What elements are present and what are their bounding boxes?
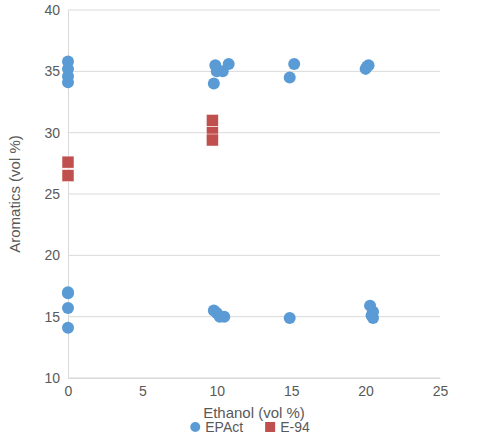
chart: 051015202510152025303540Ethanol (vol %)A…: [0, 0, 500, 437]
tick-label: 35: [44, 63, 60, 79]
tick: 30: [44, 125, 68, 141]
tick-label: 25: [433, 383, 449, 399]
tick: 25: [44, 186, 68, 202]
tick: 10: [210, 378, 226, 399]
tick: 15: [284, 378, 300, 399]
grid-line: [68, 316, 440, 317]
point: [62, 170, 74, 182]
point: [288, 58, 300, 70]
tick-label: 25: [44, 186, 60, 202]
grid-line: [68, 378, 440, 379]
point: [367, 312, 379, 324]
point: [62, 322, 74, 334]
grid-line: [68, 71, 440, 72]
tick: 0: [65, 378, 73, 399]
series: [62, 56, 379, 334]
tick-label: 10: [210, 383, 226, 399]
tick-label: 0: [65, 383, 73, 399]
y-axis-title: Aromatics (vol %): [6, 135, 23, 253]
tick-label: 30: [44, 125, 60, 141]
tick-label: 20: [358, 383, 374, 399]
tick-label: 20: [44, 247, 60, 263]
legend-marker: [190, 422, 200, 432]
tick-label: 15: [284, 383, 300, 399]
point: [62, 302, 74, 314]
grid: [68, 10, 440, 378]
tick-label: 40: [44, 2, 60, 18]
point: [206, 134, 218, 146]
point: [284, 71, 296, 83]
series: [62, 114, 218, 181]
point: [361, 60, 373, 72]
point: [206, 114, 218, 126]
tick: 10: [44, 370, 68, 386]
point: [284, 312, 296, 324]
grid-line: [68, 10, 440, 11]
legend-item: EPAct: [190, 419, 243, 435]
point: [62, 156, 74, 168]
grid-line: [68, 132, 440, 133]
tick: 25: [433, 378, 449, 399]
legend: EPAct E-94: [190, 419, 310, 435]
points: [62, 56, 379, 334]
point: [62, 76, 74, 88]
axis-line: [69, 378, 441, 379]
tick-label: 15: [44, 309, 60, 325]
legend-item: E-94: [265, 419, 310, 435]
plot: 0 5 10 15 20 25 10 15 20 25 30 35 40: [44, 2, 448, 399]
legend-label: EPAct: [205, 419, 243, 435]
tick-label: 5: [139, 383, 147, 399]
legend-marker: [265, 422, 275, 432]
grid-line: [68, 255, 440, 256]
tick: 20: [358, 378, 374, 399]
point: [218, 311, 230, 323]
legend-label: E-94: [280, 419, 310, 435]
point: [208, 78, 220, 90]
tick: 20: [44, 247, 68, 263]
x-axis: 0 5 10 15 20 25: [65, 378, 449, 399]
tick: 40: [44, 2, 68, 18]
tick-label: 10: [44, 370, 60, 386]
point: [217, 65, 229, 77]
tick: 5: [139, 378, 147, 399]
point: [62, 287, 74, 299]
grid-line: [68, 194, 440, 195]
